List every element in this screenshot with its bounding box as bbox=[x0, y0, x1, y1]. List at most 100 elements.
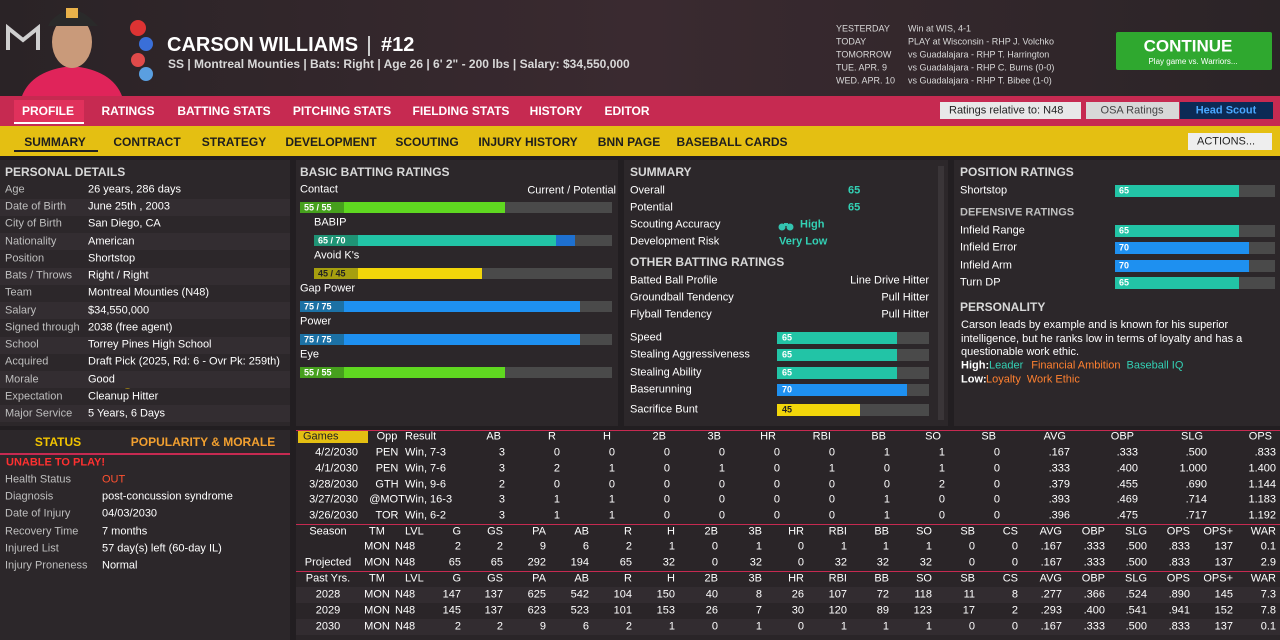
games-cell: 0 bbox=[663, 462, 670, 475]
games-cell: 0 bbox=[883, 462, 890, 475]
continue-button[interactable] bbox=[1116, 32, 1272, 70]
stats-header: OPS+ bbox=[1203, 572, 1233, 585]
stats-header: R bbox=[624, 525, 632, 538]
games-header: AB bbox=[486, 430, 501, 443]
stats-cell: 2029 bbox=[315, 604, 341, 617]
stats-header: 2B bbox=[704, 572, 718, 585]
stats-cell: 32 bbox=[662, 556, 675, 569]
stats-cell: 625 bbox=[527, 588, 546, 601]
stats-cell: 0 bbox=[797, 620, 804, 633]
subtab[interactable]: SUMMARY bbox=[24, 135, 86, 149]
stats-cell: 623 bbox=[527, 604, 546, 617]
detail-value: June 25th , 2003 bbox=[88, 200, 170, 213]
tab[interactable]: PROFILE bbox=[21, 104, 75, 118]
rating-current bbox=[300, 202, 505, 213]
detail-value: Montreal Mounties (N48) bbox=[88, 286, 210, 299]
schedule-game: Win at WIS, 4-1 bbox=[908, 23, 972, 34]
tab[interactable]: HISTORY bbox=[529, 104, 583, 118]
active-tab-bg bbox=[14, 100, 84, 124]
stats-cell: 1 bbox=[668, 620, 675, 633]
scout-label[interactable]: Head Scout bbox=[1195, 104, 1257, 117]
games-cell: .455 bbox=[1116, 478, 1138, 491]
games-cell: 0 bbox=[718, 493, 725, 506]
stats-cell: 7.3 bbox=[1260, 588, 1276, 601]
subtab[interactable]: BNN PAGE bbox=[597, 135, 661, 149]
subtab[interactable]: BASEBALL CARDS bbox=[676, 135, 788, 149]
games-cell: 0 bbox=[993, 446, 1000, 459]
games-header: RBI bbox=[812, 430, 831, 443]
games-select[interactable] bbox=[298, 431, 368, 443]
bar-fill bbox=[777, 332, 898, 344]
stats-cell: 1 bbox=[668, 540, 675, 553]
games-cell: 0 bbox=[938, 493, 945, 506]
bar-label: Stealing Aggressiveness bbox=[630, 348, 750, 361]
detail-value: San Diego, CA bbox=[88, 217, 161, 230]
actions-label[interactable]: ACTIONS... bbox=[1197, 135, 1256, 148]
stats-cell: 542 bbox=[570, 588, 589, 601]
stats-cell: 137 bbox=[1214, 556, 1233, 569]
status-label: Recovery Time bbox=[5, 525, 79, 538]
subtab[interactable]: CONTRACT bbox=[113, 135, 181, 149]
status-tab[interactable]: POPULARITY & MORALE bbox=[130, 435, 276, 449]
rating-name: Power bbox=[300, 315, 332, 328]
games-cell: 0 bbox=[608, 478, 615, 491]
stats-cell: .833 bbox=[1168, 540, 1190, 553]
subtab[interactable]: SCOUTING bbox=[395, 135, 459, 149]
actions-select[interactable] bbox=[1188, 133, 1272, 150]
games-cell: .690 bbox=[1185, 478, 1207, 491]
games-cell: 0 bbox=[663, 446, 670, 459]
games-cell: 1 bbox=[553, 493, 560, 506]
games-header[interactable]: Games bbox=[303, 430, 339, 443]
other-value: Line Drive Hitter bbox=[850, 274, 929, 287]
continue-label[interactable]: CONTINUE bbox=[1143, 36, 1233, 56]
games-cell: 1 bbox=[608, 493, 615, 506]
continue-sub[interactable]: Play game vs. Warriors... bbox=[1148, 57, 1238, 66]
games-cell: 1 bbox=[883, 493, 890, 506]
games-cell: 0 bbox=[773, 509, 780, 522]
schedule-game: vs Guadalajara - RHP C. Burns (0-0) bbox=[908, 62, 1055, 73]
stats-cell: 32 bbox=[749, 556, 762, 569]
stats-header: G bbox=[452, 572, 461, 585]
stats-cell: 194 bbox=[570, 556, 589, 569]
ratings-select[interactable] bbox=[940, 102, 1081, 119]
games-cell: PEN bbox=[375, 462, 399, 475]
tab[interactable]: EDITOR bbox=[604, 104, 650, 118]
tab[interactable]: PITCHING STATS bbox=[292, 104, 392, 118]
stats-cell: 0 bbox=[711, 620, 718, 633]
stats-cell: 65 bbox=[448, 556, 461, 569]
osa-button[interactable] bbox=[1086, 102, 1179, 119]
stats-cell: 72 bbox=[876, 588, 889, 601]
games-cell: 0 bbox=[828, 478, 835, 491]
detail-label: Acquired bbox=[5, 355, 49, 368]
status-value: OUT bbox=[102, 473, 126, 486]
status-value: Normal bbox=[102, 559, 138, 572]
stats-cell: N48 bbox=[395, 588, 416, 601]
games-cell: 1 bbox=[608, 509, 615, 522]
tab[interactable]: BATTING STATS bbox=[177, 104, 271, 118]
subtab[interactable]: DEVELOPMENT bbox=[285, 135, 377, 149]
rating-label-bg bbox=[300, 301, 344, 312]
rating-value: 45 / 45 bbox=[318, 268, 346, 278]
stats-cell: 9 bbox=[539, 540, 546, 553]
stats-cell: 104 bbox=[613, 588, 632, 601]
games-cell: 1.144 bbox=[1248, 478, 1276, 491]
games-cell: 0 bbox=[718, 478, 725, 491]
summary-value: 65 bbox=[848, 184, 861, 197]
detail-label: Nationality bbox=[5, 235, 57, 248]
scout-button[interactable] bbox=[1180, 102, 1273, 119]
subtab[interactable]: INJURY HISTORY bbox=[478, 135, 578, 149]
subtab[interactable]: STRATEGY bbox=[201, 135, 267, 149]
stats-cell: 292 bbox=[527, 556, 546, 569]
ratings-relative[interactable]: Ratings relative to: N48 bbox=[949, 104, 1064, 117]
other-label: Batted Ball Profile bbox=[630, 274, 718, 287]
stats-cell: 1 bbox=[925, 620, 932, 633]
games-cell: 0 bbox=[993, 509, 1000, 522]
bar-label: Speed bbox=[630, 331, 662, 344]
osa-label[interactable]: OSA Ratings bbox=[1100, 104, 1164, 117]
tab[interactable]: RATINGS bbox=[101, 104, 155, 118]
bar-value: 65 bbox=[782, 332, 793, 343]
status-tab[interactable]: STATUS bbox=[34, 435, 82, 449]
tab[interactable]: FIELDING STATS bbox=[412, 104, 510, 118]
summary-panel bbox=[624, 160, 948, 426]
stats-cell: 145 bbox=[1214, 588, 1233, 601]
